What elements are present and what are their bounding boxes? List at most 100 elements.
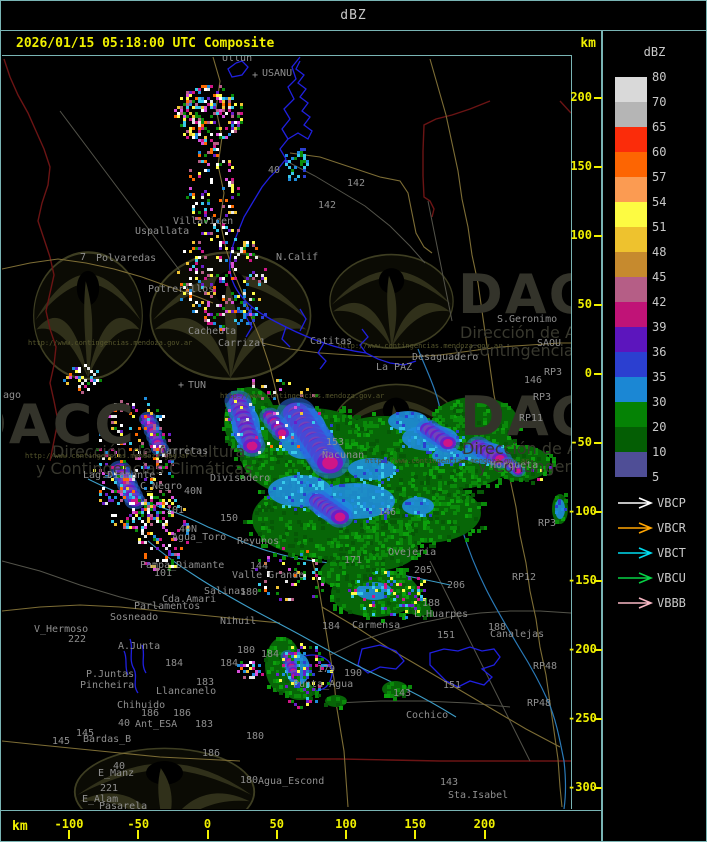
map-place-label: 183 <box>195 719 214 730</box>
map-place-label: N.Calif <box>276 252 319 263</box>
scale-value-label: 35 <box>652 370 667 384</box>
map-place-label: Uspallata <box>135 226 190 237</box>
map-place-label: L.Huarpes <box>414 609 469 620</box>
scale-swatch <box>615 452 647 477</box>
map-place-label: Valle Grande <box>232 570 305 581</box>
map-place-label: ago <box>3 390 22 401</box>
map-place-label: Cochico <box>406 710 449 721</box>
scale-swatch <box>615 227 647 252</box>
map-place-label: 146 <box>378 507 397 518</box>
radar-echo-layer <box>63 85 568 710</box>
map-place-label: + <box>178 380 185 391</box>
map-place-label: Bardas_B <box>83 734 132 745</box>
map-place-label: Potrerillos <box>148 284 215 295</box>
province-border-lines <box>3 58 571 762</box>
scale-swatch <box>615 302 647 327</box>
scale-swatch <box>615 352 647 377</box>
map-place-label: Horqueta <box>490 460 539 471</box>
y-axis-tick-mark <box>594 235 602 237</box>
scale-value-label: 60 <box>652 145 667 159</box>
map-place-label: 40N <box>179 524 198 535</box>
map-place-label: 184 <box>261 649 280 660</box>
map-place-label: 142 <box>318 200 337 211</box>
legend-arrow-icon <box>618 597 654 609</box>
y-axis-tick-label: 200 <box>570 90 592 104</box>
map-place-label: 184 <box>220 658 239 669</box>
map-place-label: 184 <box>322 621 341 632</box>
map-place-label: Nihuil <box>220 616 257 627</box>
x-axis-tick-label: 200 <box>473 817 496 831</box>
map-place-label: 40 <box>118 718 131 729</box>
y-axis-tick-label: -250 <box>568 711 597 725</box>
map-place-label: USANU <box>262 68 293 79</box>
y-axis-tick-label: 150 <box>570 159 592 173</box>
x-axis-tick-label: 0 <box>203 817 212 831</box>
map-place-label: Salinas <box>204 586 247 597</box>
map-place-label: 151 <box>443 680 462 691</box>
map-place-label: Villavicen <box>173 216 234 227</box>
map-place-label: V_Hermoso <box>34 624 89 635</box>
map-place-label: RP3 <box>533 392 552 403</box>
y-axis-tick-mark <box>594 580 602 582</box>
map-place-label: 180 <box>240 775 259 786</box>
map-place-label: 171 <box>344 555 363 566</box>
map-place-label: Carmensa <box>352 620 401 631</box>
map-place-label: RP3 <box>544 367 563 378</box>
map-linework <box>2 56 571 809</box>
map-place-label: A.Junta <box>118 641 161 652</box>
map-place-label: Reyunos <box>237 536 280 547</box>
map-place-label: 222 <box>68 634 87 645</box>
map-place-label: Canalejas <box>490 629 545 640</box>
map-place-label: RP48 <box>533 661 558 672</box>
y-axis-tick-mark <box>594 511 602 513</box>
x-axis-separator <box>1 810 601 811</box>
map-place-label: 145 <box>52 736 71 747</box>
legend-arrow-icon <box>618 497 654 509</box>
map-place-label: 101 <box>166 505 185 516</box>
scale-swatch <box>615 177 647 202</box>
y-axis-tick-mark <box>594 649 602 651</box>
scale-value-label: 80 <box>652 70 667 84</box>
map-place-label: Ullun <box>222 55 253 64</box>
y-axis-tick-mark <box>594 166 602 168</box>
scale-swatch <box>615 202 647 227</box>
y-axis-tick-label: -50 <box>570 435 592 449</box>
y-axis-tick-mark <box>594 442 602 444</box>
map-place-label: 188 <box>422 598 441 609</box>
legend-arrow-icon <box>618 547 654 559</box>
y-axis-tick-label: -200 <box>568 642 597 656</box>
map-place-label: Desaguadero <box>412 352 479 363</box>
map-place-label: La PAZ <box>376 362 413 373</box>
map-place-label: 144 <box>250 561 269 572</box>
map-place-label: SAOU <box>537 338 562 349</box>
y-axis-tick-mark <box>594 373 602 375</box>
map-place-label: 180 <box>246 731 265 742</box>
x-axis-tick-mark <box>275 830 278 839</box>
map-place-label: Agua_Toro <box>172 532 227 543</box>
map-place-label: Divisadero <box>210 473 271 484</box>
map-place-label: Sosneado <box>110 612 159 623</box>
scale-title: dBZ <box>643 45 666 59</box>
legend-label: VBCT <box>657 546 686 560</box>
map-place-label: Ant_ESA <box>135 719 178 730</box>
map-place-label: P.Juntas <box>86 669 135 680</box>
timestamp-label: 2026/01/15 05:18:00 UTC Composite <box>16 36 275 51</box>
y-axis-tick-label: 100 <box>570 228 592 242</box>
map-place-label: 188 <box>488 622 507 633</box>
map-place-label: 7 <box>80 252 87 263</box>
x-axis-tick-label: 100 <box>335 817 357 831</box>
legend-row <box>616 596 656 612</box>
map-place-label: Llancanelo <box>156 686 217 697</box>
x-axis-tick-mark <box>137 830 140 839</box>
map-place-label: RP11 <box>519 413 544 424</box>
page-title: dBZ <box>340 8 367 23</box>
scale-swatch <box>615 402 647 427</box>
scale-value-label: 57 <box>652 170 667 184</box>
scale-value-label: 20 <box>652 420 667 434</box>
map-place-label: Sta.Isabel <box>448 790 509 801</box>
map-place-label: Cacheuta <box>188 326 237 337</box>
legend-row <box>616 521 656 537</box>
map-place-label: 206 <box>447 580 466 591</box>
map-place-label: 40 <box>113 761 126 772</box>
y-axis-tick-mark <box>594 787 602 789</box>
